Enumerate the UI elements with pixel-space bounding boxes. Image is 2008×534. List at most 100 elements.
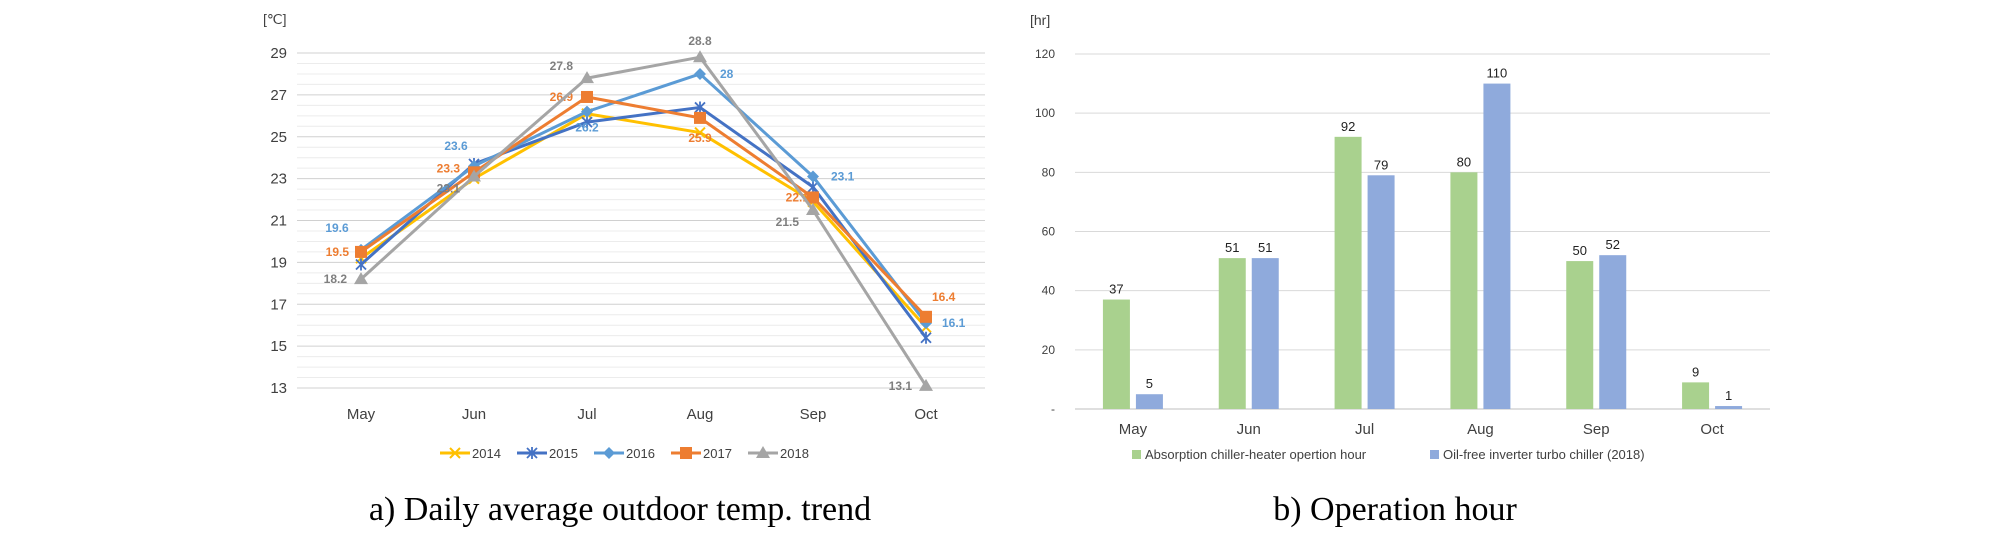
y-tick-label: 23 [270,171,287,188]
bar-turbo [1483,83,1511,409]
legend-marker [680,447,692,459]
x-tick-label: May [1119,421,1148,438]
bar-value-label: 1 [1725,388,1732,403]
data-label-2017: 22.1 [786,190,810,204]
data-label-2016: 28 [720,67,734,81]
legend-entry: 2017 [703,446,732,461]
y-tick-label: 21 [270,213,287,230]
series-line-2016 [360,72,928,325]
x-tick-label: Sep [1583,421,1610,438]
y-tick-label: 120 [1035,47,1055,61]
data-label-2018: 28.8 [688,34,712,48]
bar-value-label: 79 [1374,157,1388,172]
bar-value-label: 80 [1457,154,1471,169]
data-point-2015 [920,331,932,344]
y-tick-label: 27 [270,87,287,104]
bar-absorption [1218,258,1246,409]
data-point-2017 [355,245,367,258]
data-point-2016 [581,105,593,118]
x-tick-label: Jul [577,406,596,423]
bar-value-label: 92 [1341,119,1355,134]
bar-absorption [1682,382,1710,409]
bar-turbo [1599,255,1627,409]
bar-value-label: 110 [1487,66,1508,81]
caption-a: a) Daily average outdoor temp. trend [369,491,871,528]
data-point-2017 [807,191,819,204]
x-tick-label: Jul [1355,421,1374,438]
operation-hour-bar-chart: [hr] - 20 40 60 80 100 120 May 37 5 Jun 51 51 Jul 92 79 A… [1030,12,1770,462]
bar-turbo [1135,394,1163,409]
y-tick-label: 80 [1042,165,1056,179]
data-point-2018 [693,50,707,63]
y-tick-label: 60 [1042,225,1056,239]
data-label-2017: 25.9 [688,131,712,145]
bar-turbo [1251,258,1279,409]
y-tick-label: 40 [1042,284,1056,298]
data-label-2016: 23.6 [444,139,468,153]
data-point-2018 [580,71,594,84]
data-label-2018: 18.2 [324,272,348,286]
data-point-2017 [581,90,593,103]
y-tick-label: 29 [270,45,287,62]
y-tick-label: - [1051,402,1055,416]
x-tick-label: May [347,406,376,423]
y-unit-label: [hr] [1030,12,1050,28]
legend-marker [449,447,461,459]
data-point-2018 [354,272,368,285]
y-tick-label: 25 [270,129,287,146]
x-tick-label: Aug [1467,421,1494,438]
series-line-2017 [360,95,928,318]
y-tick-label: 15 [270,338,287,355]
legend-marker [603,447,615,459]
x-tick-label: Jun [1237,421,1261,438]
legend-entry: 2016 [626,446,655,461]
bar-value-label: 51 [1258,240,1272,255]
data-point-2014 [694,126,706,139]
legend-entry: 2018 [780,446,809,461]
data-point-2017 [694,111,706,124]
legend-entry: Oil-free inverter turbo chiller (2018) [1443,447,1645,462]
legend-swatch [1132,450,1141,459]
bar-value-label: 51 [1225,240,1239,255]
legend-marker [526,447,538,459]
legend-marker [756,446,770,458]
bar-absorption [1334,136,1362,410]
data-label-2016: 26.2 [575,121,599,135]
series-line-2018 [359,55,928,387]
data-point-2015 [355,258,367,271]
data-point-2015 [694,101,706,114]
x-tick-label: Oct [1700,421,1724,438]
x-tick-label: Aug [687,406,714,423]
caption-b: b) Operation hour [1273,491,1517,528]
data-label-2018: 21.5 [776,215,800,229]
data-point-2016 [807,170,819,183]
bar-value-label: 5 [1146,376,1153,391]
data-point-2018 [467,169,481,182]
y-unit-label: [℃] [263,11,287,27]
y-tick-label: 17 [270,296,287,313]
bar-value-label: 9 [1692,364,1699,379]
data-label-2016: 23.1 [831,170,855,184]
legend: 2014 2015 2016 2017 2018 [440,446,809,461]
data-label-2017: 16.4 [932,290,956,304]
y-tick-label: 20 [1042,343,1056,357]
legend-entry: 2015 [549,446,578,461]
series-2018: 18.2 23.1 27.8 28.8 21.5 13.1 [324,34,933,393]
x-tick-label: Oct [914,406,938,423]
bar-value-label: 52 [1606,237,1620,252]
data-point-2018 [919,378,933,391]
data-point-2018 [806,203,820,216]
legend-entry: Absorption chiller-heater opertion hour [1145,447,1367,462]
y-tick-label: 19 [270,254,287,271]
x-tick-label: Jun [462,406,486,423]
data-label-2017: 19.5 [326,245,350,259]
data-point-2017 [920,310,932,323]
legend: Absorption chiller-heater opertion hour O… [1132,447,1645,462]
legend-entry: 2014 [472,446,501,461]
data-label-2018: 27.8 [550,59,574,73]
x-tick-label: Sep [800,406,827,423]
data-point-2016 [694,67,706,80]
bar-turbo [1715,406,1743,409]
